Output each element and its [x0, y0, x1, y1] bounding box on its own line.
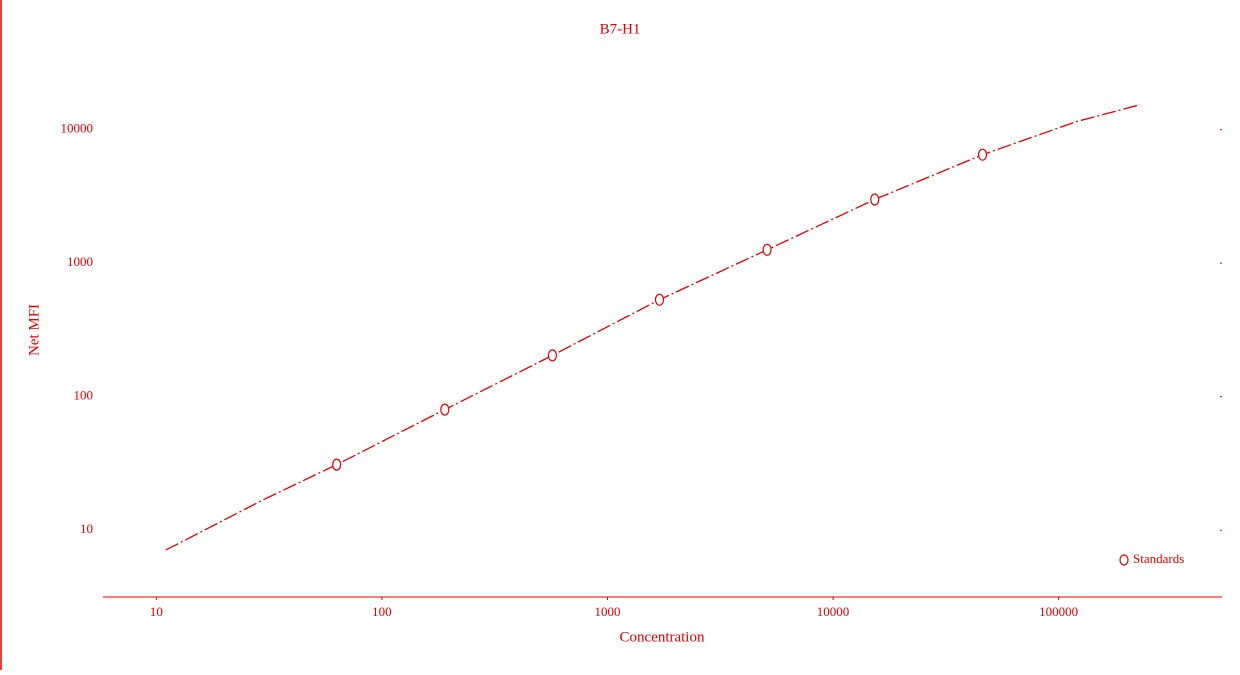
legend-label: Standards	[1133, 551, 1184, 566]
x-tick-label: 100	[372, 604, 392, 619]
data-point	[654, 293, 665, 306]
x-axis-label: Concentration	[620, 629, 705, 645]
x-tick-label: 10000	[817, 604, 850, 619]
data-point	[870, 193, 880, 206]
y-axis-label: Net MFI	[26, 304, 42, 356]
data-point	[762, 243, 772, 256]
y-tick-label: 100	[74, 388, 94, 403]
data-point	[547, 349, 558, 362]
chart-title: B7-H1	[600, 21, 641, 37]
y-tick-label: 10000	[61, 121, 94, 136]
data-point	[977, 148, 988, 161]
x-tick-label: 10	[150, 604, 163, 619]
y-tick-label: 1000	[67, 254, 93, 269]
y-tick-label: 10	[80, 521, 93, 536]
legend-marker	[1119, 554, 1129, 566]
data-point	[440, 403, 450, 416]
data-point	[332, 458, 342, 471]
x-tick-label: 100000	[1039, 604, 1078, 619]
fit-curve	[165, 104, 1141, 551]
x-tick-label: 1000	[594, 604, 620, 619]
